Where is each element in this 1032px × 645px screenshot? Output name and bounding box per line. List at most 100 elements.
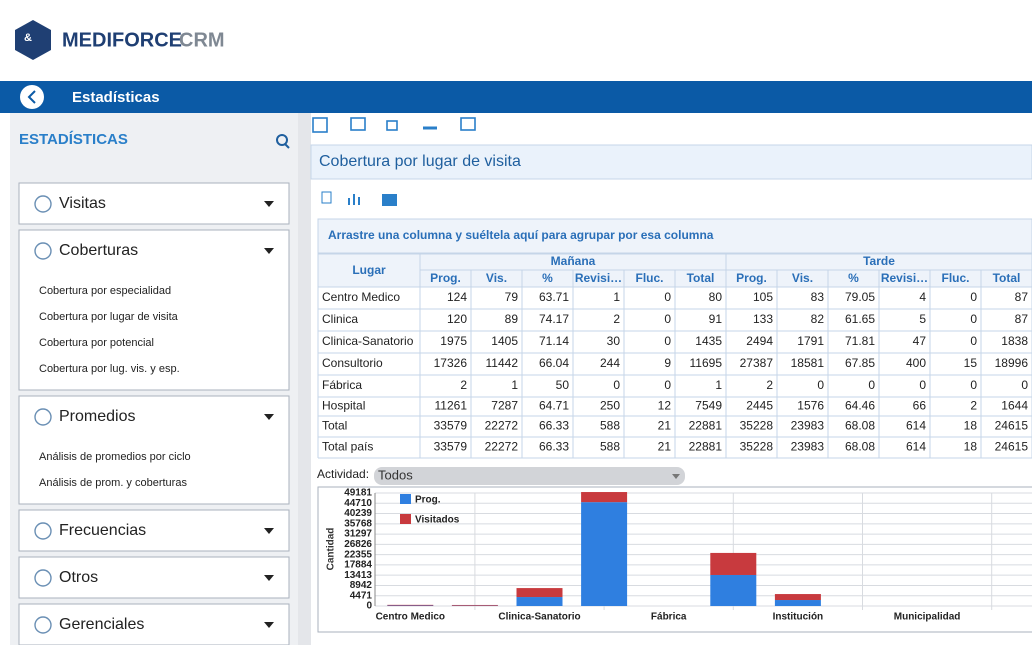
cell: 66 (913, 399, 927, 413)
cell: 244 (600, 356, 620, 370)
cell: 1435 (695, 334, 722, 348)
cell: 0 (664, 334, 671, 348)
menu-item[interactable]: Cobertura por lug. vis. y esp. (39, 363, 180, 375)
bar (774, 594, 821, 601)
back-icon (27, 90, 36, 104)
bar (581, 492, 628, 503)
menu-item[interactable]: Análisis de promedios por ciclo (39, 451, 191, 463)
column-header[interactable]: Prog. (430, 271, 461, 285)
cell: 30 (607, 334, 621, 348)
cell: 5 (919, 312, 926, 326)
menu-item[interactable]: Cobertura por lugar de visita (39, 311, 179, 323)
cell: 87 (1015, 290, 1029, 304)
dropdown-arrow (672, 474, 680, 479)
bar (387, 604, 434, 606)
column-header[interactable]: Vis. (792, 271, 813, 285)
group-area[interactable] (317, 218, 1032, 254)
cell: 0 (970, 312, 977, 326)
menu-header[interactable] (20, 558, 288, 597)
cell: 2 (613, 312, 620, 326)
bar (581, 502, 628, 606)
column-header[interactable]: Prog. (736, 271, 767, 285)
cell: 15 (964, 356, 978, 370)
column-header[interactable]: Total (687, 271, 715, 285)
cell: 11442 (486, 356, 519, 370)
back-button[interactable] (20, 85, 44, 109)
maximize-icon[interactable] (350, 117, 366, 131)
y-tick-label: 31297 (344, 529, 372, 540)
cell: 24615 (995, 440, 1029, 454)
cell: 71.14 (539, 334, 569, 348)
menu-item[interactable]: Análisis de prom. y coberturas (39, 477, 187, 489)
menu-header[interactable] (20, 397, 288, 436)
cell: 80 (709, 290, 723, 304)
column-header[interactable]: Fluc. (635, 271, 663, 285)
cell: 63.71 (539, 290, 569, 304)
menu-header[interactable] (20, 231, 288, 270)
restore-icon[interactable] (386, 120, 398, 131)
filter-value: Todos (378, 467, 413, 482)
menu-label: Promedios (59, 408, 135, 425)
cell: 133 (753, 312, 773, 326)
menu-header[interactable] (20, 184, 288, 223)
excel-icon[interactable] (321, 191, 332, 204)
bar (451, 604, 498, 606)
menu-caret (264, 622, 274, 628)
search-icon[interactable] (276, 134, 288, 146)
logo-glyph: & (24, 32, 32, 44)
menu-header[interactable] (20, 511, 288, 550)
cell: 0 (664, 312, 671, 326)
filter-dropdown[interactable] (374, 467, 685, 485)
open-icon[interactable] (312, 117, 328, 133)
cell: 50 (556, 378, 570, 392)
cell: 124 (447, 290, 467, 304)
cell: 105 (753, 290, 773, 304)
cell: 79 (505, 290, 519, 304)
menu-item[interactable]: Cobertura por especialidad (39, 285, 171, 297)
y-tick-label: 0 (366, 601, 372, 612)
cell: 66.33 (539, 440, 569, 454)
column-header[interactable]: Revisi… (881, 271, 928, 285)
cell: 24615 (995, 419, 1029, 433)
menu-caret (264, 201, 274, 207)
menu-label: Otros (59, 569, 98, 586)
column-header[interactable]: % (542, 271, 553, 285)
column-header[interactable]: Vis. (486, 271, 507, 285)
menu-caret (264, 414, 274, 420)
y-tick-label: 17884 (344, 560, 372, 571)
menu-header[interactable] (20, 605, 288, 644)
column-header[interactable]: Total (993, 271, 1021, 285)
cell: 68.08 (845, 440, 875, 454)
cell: 7287 (491, 399, 518, 413)
split-icon[interactable] (460, 117, 476, 131)
cell: 250 (600, 399, 620, 413)
column-header[interactable]: % (848, 271, 859, 285)
cell: 0 (970, 334, 977, 348)
cell: 89 (505, 312, 519, 326)
cell: 27387 (740, 356, 774, 370)
grid-icon[interactable] (382, 194, 397, 206)
bar (774, 600, 821, 606)
cell: 83 (811, 290, 825, 304)
y-tick-label: 8942 (350, 580, 373, 591)
chart-icon[interactable] (348, 198, 350, 205)
column-header[interactable]: Fluc. (941, 271, 969, 285)
splitter[interactable] (298, 113, 311, 645)
menu-icon (34, 242, 52, 260)
cell: 11261 (435, 399, 468, 413)
cell: 22272 (485, 440, 519, 454)
cell: 2445 (746, 399, 773, 413)
cell: 22881 (689, 419, 723, 433)
search-icon-handle (284, 143, 290, 149)
cell: 87 (1015, 312, 1029, 326)
y-tick-label: 44710 (344, 498, 372, 509)
brand-suffix: CRM (179, 29, 225, 51)
cell: 22881 (689, 440, 723, 454)
column-header[interactable]: Revisi… (575, 271, 622, 285)
y-tick-label: 26826 (344, 539, 372, 550)
y-tick-label: 22355 (344, 549, 372, 560)
menu-item[interactable]: Cobertura por potencial (39, 337, 154, 349)
menu-caret (264, 248, 274, 254)
row-label: Centro Medico (322, 290, 400, 304)
